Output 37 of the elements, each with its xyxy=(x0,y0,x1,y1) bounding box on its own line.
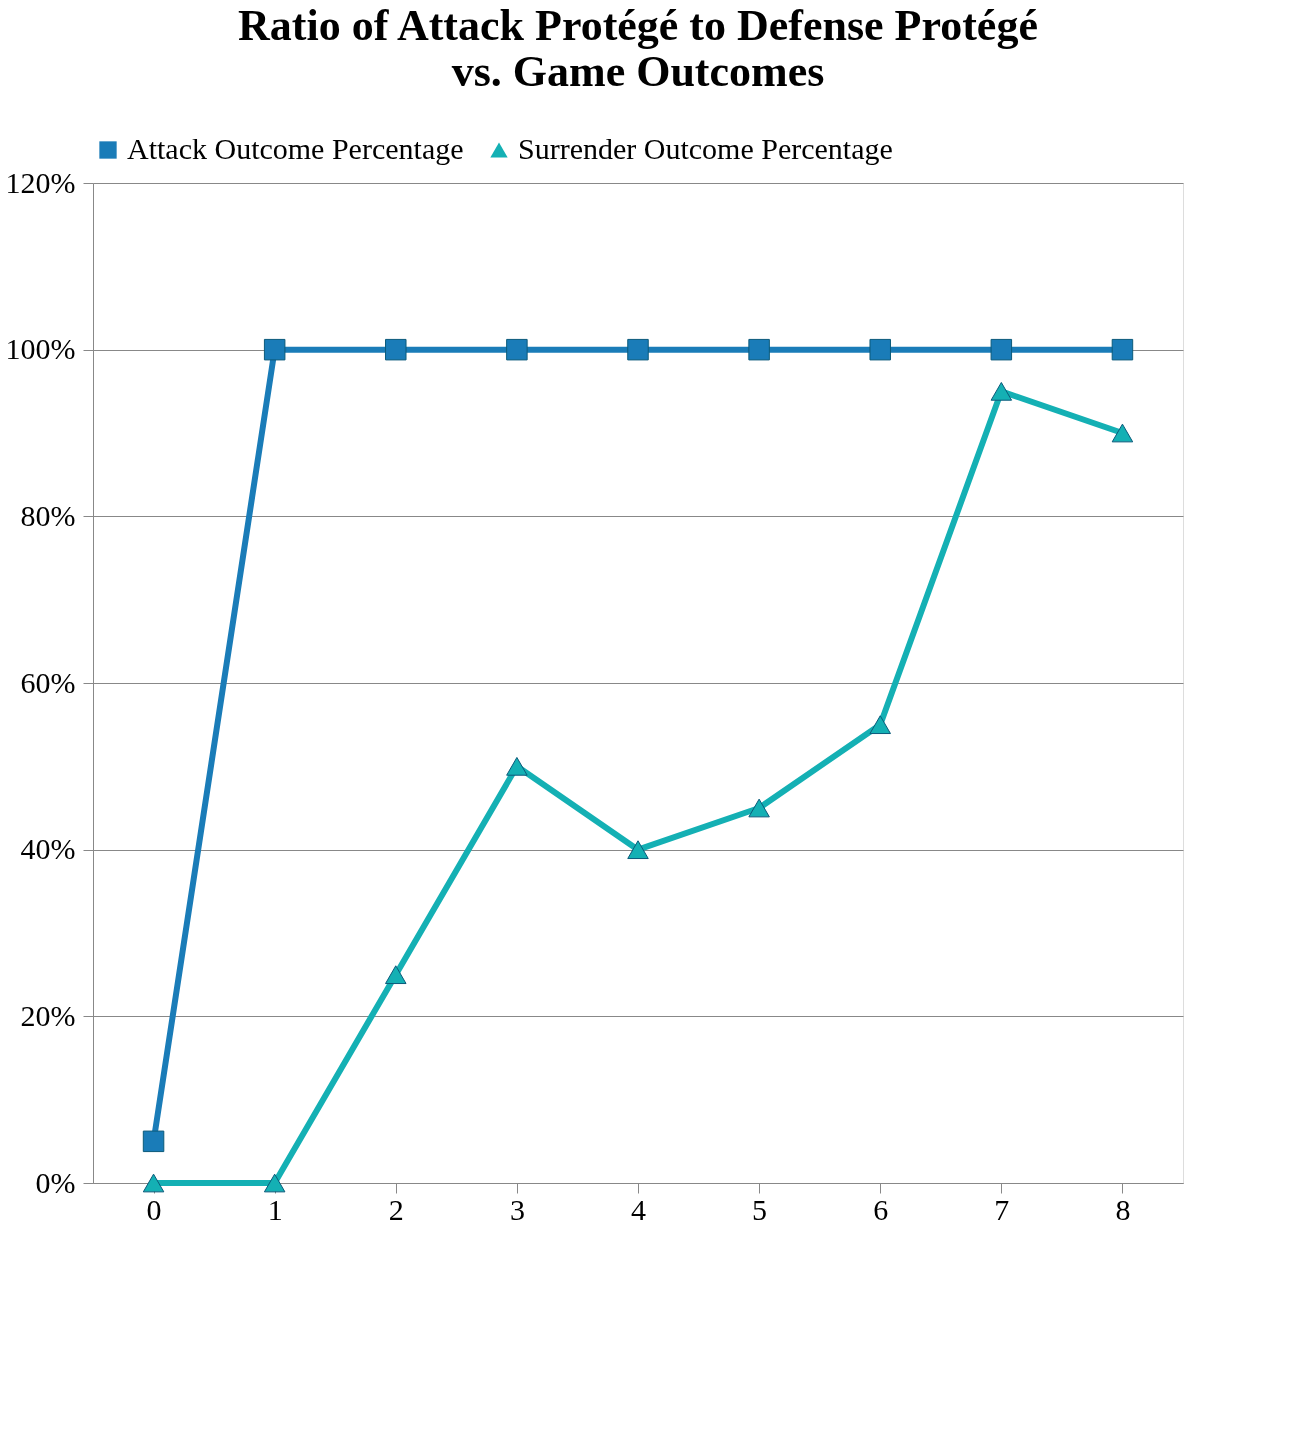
point xyxy=(748,338,770,361)
point xyxy=(385,338,407,361)
point xyxy=(506,338,528,361)
point xyxy=(385,965,407,985)
point xyxy=(627,338,649,361)
x-tick-label: 2 xyxy=(388,1192,404,1226)
point xyxy=(748,798,770,818)
point xyxy=(1111,338,1134,361)
point xyxy=(627,840,649,860)
x-tick-label: 4 xyxy=(631,1192,646,1226)
point xyxy=(142,1173,165,1193)
x-tick-label: 3 xyxy=(509,1192,525,1226)
x-tick-label: 8 xyxy=(1115,1192,1131,1226)
point xyxy=(990,381,1013,401)
point xyxy=(142,1130,165,1153)
point xyxy=(263,1173,286,1193)
point xyxy=(1111,423,1134,443)
y-tick-label: 60% xyxy=(20,665,76,699)
point xyxy=(990,338,1013,361)
point xyxy=(263,338,286,361)
legend-label: Attack Outcome Percentage xyxy=(127,132,464,165)
x-tick-label: 5 xyxy=(752,1192,768,1226)
x-tick-label: 1 xyxy=(267,1192,283,1226)
x-tick-label: 6 xyxy=(873,1192,889,1226)
y-tick-label: 0% xyxy=(35,1165,76,1199)
y-tick-label: 80% xyxy=(20,498,76,532)
y-tick-label: 20% xyxy=(20,998,76,1032)
chart-title: Ratio of Attack Protégé to Defense Protégé vs. Game Outcomes xyxy=(238,1,1038,96)
x-tick-label: 7 xyxy=(994,1192,1010,1226)
x-tick-label: 0 xyxy=(146,1192,162,1226)
point xyxy=(869,715,891,735)
y-tick-label: 100% xyxy=(5,332,76,366)
point xyxy=(506,756,528,776)
y-tick-label: 120% xyxy=(5,165,76,199)
legend-label: Surrender Outcome Percentage xyxy=(518,132,893,165)
y-tick-label: 40% xyxy=(20,832,76,866)
point xyxy=(869,338,891,361)
